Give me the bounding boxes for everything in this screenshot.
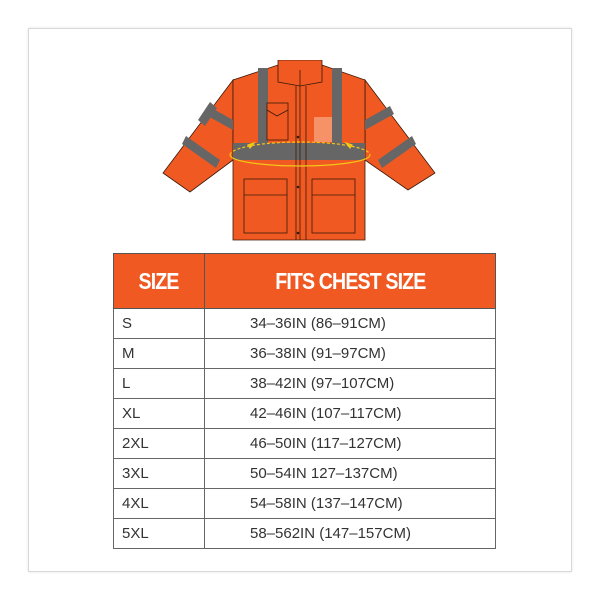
- size-cell: 4XL: [113, 488, 205, 519]
- size-cell: L: [113, 368, 205, 399]
- header-fits-chest-size: FITS CHEST SIZE: [204, 253, 496, 309]
- left-sleeve: [162, 78, 234, 193]
- chest-size-cell: 58–562IN (147–157CM): [204, 518, 496, 549]
- table-row: 3XL 50–54IN 127–137CM): [113, 458, 496, 489]
- table-row: 2XL 46–50IN (117–127CM): [113, 428, 496, 459]
- chest-size-cell: 38–42IN (97–107CM): [204, 368, 496, 399]
- table-row: 4XL 54–58IN (137–147CM): [113, 488, 496, 519]
- chest-size-cell: 46–50IN (117–127CM): [204, 428, 496, 459]
- chest-size-cell: 50–54IN 127–137CM): [204, 458, 496, 489]
- chest-pocket: [266, 102, 289, 141]
- table-row: 5XL 58–562IN (147–157CM): [113, 518, 496, 549]
- table-row: S 34–36IN (86–91CM): [113, 308, 496, 339]
- size-cell: M: [113, 338, 205, 369]
- left-lower-pocket: [243, 178, 288, 234]
- chest-size-cell: 42–46IN (107–117CM): [204, 398, 496, 429]
- chest-measure-icon: [229, 141, 371, 167]
- chest-size-cell: 36–38IN (91–97CM): [204, 338, 496, 369]
- size-cell: 3XL: [113, 458, 205, 489]
- size-cell: 2XL: [113, 428, 205, 459]
- size-cell: XL: [113, 398, 205, 429]
- chest-size-cell: 34–36IN (86–91CM): [204, 308, 496, 339]
- table-row: XL 42–46IN (107–117CM): [113, 398, 496, 429]
- table-row: M 36–38IN (91–97CM): [113, 338, 496, 369]
- right-sleeve: [364, 78, 436, 191]
- header-size: SIZE: [113, 253, 205, 309]
- reflective-stripes: [182, 68, 416, 168]
- table-row: L 38–42IN (97–107CM): [113, 368, 496, 399]
- jacket-illustration: [162, 60, 436, 241]
- size-cell: 5XL: [113, 518, 205, 549]
- right-lower-pocket: [311, 178, 356, 234]
- size-cell: S: [113, 308, 205, 339]
- size-chart-table: SIZE FITS CHEST SIZE S 34–36IN (86–91CM) M…: [113, 253, 496, 549]
- chest-size-cell: 54–58IN (137–147CM): [204, 488, 496, 519]
